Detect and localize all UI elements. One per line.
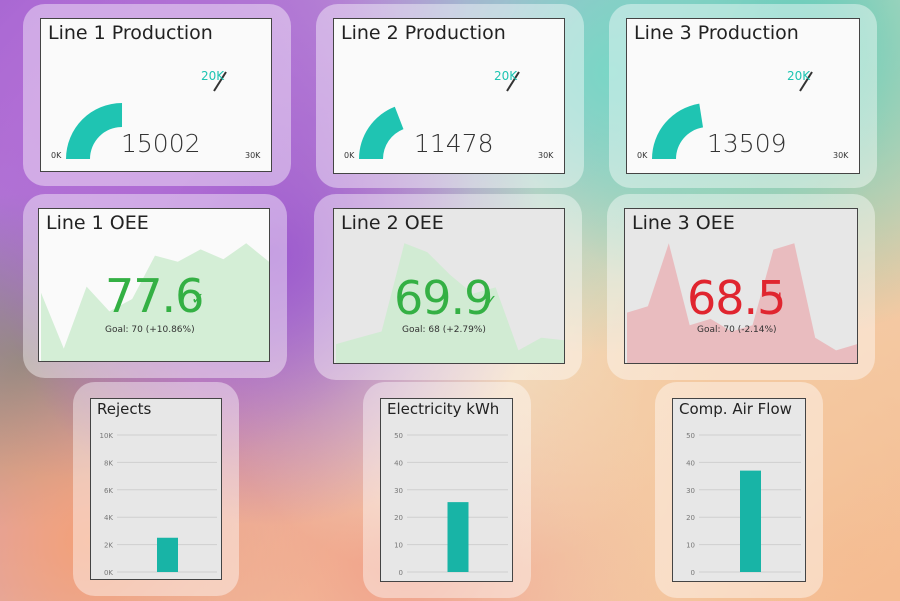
y-tick-label: 0K <box>104 569 113 577</box>
bar-chart-card[interactable]: 10K 8K 6K 4K 2K 0K Rejects <box>90 398 222 580</box>
oee-kpi-card[interactable]: Line 2 OEE 69.9 ✓ Goal: 68 (+2.79%) <box>333 208 565 364</box>
gauge-target-marker <box>506 71 520 92</box>
card-title: Line 3 OEE <box>632 212 735 234</box>
trend-area-chart <box>627 243 857 363</box>
card-title: Comp. Air Flow <box>679 400 792 418</box>
y-tick-label: 2K <box>104 542 113 550</box>
y-tick-label: 30 <box>686 487 695 495</box>
gauge-value: 11478 <box>414 129 494 158</box>
gauge-max-label: 30K <box>538 151 554 160</box>
bar-chart-card[interactable]: 50 40 30 20 10 0 Electricity kWh <box>380 398 513 582</box>
kpi-value: 69.9 <box>394 271 493 325</box>
bar[interactable] <box>740 470 761 572</box>
y-tick-label: 30 <box>394 487 403 495</box>
y-tick-label: 10 <box>394 542 403 550</box>
kpi-goal: Goal: 68 (+2.79%) <box>402 325 486 335</box>
gauge-chart <box>66 71 227 159</box>
bar-chart: 50 40 30 20 10 0 <box>686 432 801 577</box>
production-gauge-card[interactable]: Line 1 Production 15002 0K 30K 20K <box>40 18 272 172</box>
y-tick-label: 6K <box>104 487 113 495</box>
card-title: Line 3 Production <box>634 22 799 44</box>
y-tick-label: 8K <box>104 459 113 467</box>
gauge-max-label: 30K <box>833 151 849 160</box>
kpi-goal: Goal: 70 (-2.14%) <box>697 325 777 335</box>
production-gauge-card[interactable]: Line 2 Production 11478 0K 30K 20K <box>333 18 565 174</box>
card-title: Electricity kWh <box>387 400 500 418</box>
gauge-min-label: 0K <box>344 151 355 160</box>
exclamation-icon: ! <box>777 291 783 307</box>
y-tick-label: 20 <box>394 514 403 522</box>
gauge-target-marker <box>213 71 227 92</box>
oee-kpi-card[interactable]: Line 1 OEE 77.6 ✓ Goal: 70 (+10.86%) <box>38 208 270 362</box>
kpi-goal: Goal: 70 (+10.86%) <box>105 325 195 335</box>
oee-kpi-card[interactable]: Line 3 OEE 68.5 ! Goal: 70 (-2.14%) <box>624 208 858 364</box>
gauge-chart <box>359 71 520 159</box>
card-title: Line 2 Production <box>341 22 506 44</box>
trend-area <box>336 243 564 363</box>
y-tick-label: 0 <box>691 569 695 577</box>
gauge-value: 15002 <box>121 129 201 158</box>
y-tick-label: 10K <box>100 432 114 440</box>
kpi-value: 77.6 <box>105 269 204 323</box>
gauge-max-label: 30K <box>245 151 261 160</box>
y-tick-label: 4K <box>104 514 113 522</box>
production-gauge-card[interactable]: Line 3 Production 13509 0K 30K 20K <box>626 18 860 174</box>
y-tick-label: 40 <box>686 459 695 467</box>
y-tick-label: 50 <box>686 432 695 440</box>
y-tick-label: 40 <box>394 459 403 467</box>
gauge-fill-arc <box>652 103 704 159</box>
card-title: Line 1 OEE <box>46 212 149 234</box>
y-tick-label: 0 <box>399 569 403 577</box>
gauge-target-label: 20K <box>787 69 811 83</box>
trend-area-chart <box>336 243 564 363</box>
gauge-target-marker <box>799 71 813 92</box>
card-title: Line 1 Production <box>48 22 213 44</box>
gauge-min-label: 0K <box>637 151 648 160</box>
bar-chart: 50 40 30 20 10 0 <box>394 432 508 577</box>
gauge-value: 13509 <box>707 129 787 158</box>
gauge-min-label: 0K <box>51 151 62 160</box>
bar-chart: 10K 8K 6K 4K 2K 0K <box>100 432 217 577</box>
y-tick-label: 20 <box>686 514 695 522</box>
trend-area <box>41 243 269 361</box>
y-tick-label: 50 <box>394 432 403 440</box>
trend-area-chart <box>41 243 269 361</box>
gauge-target-label: 20K <box>494 69 518 83</box>
check-icon: ✓ <box>484 291 498 310</box>
bar[interactable] <box>157 537 178 572</box>
gauge-fill-arc <box>359 106 404 159</box>
bar-chart-card[interactable]: 50 40 30 20 10 0 Comp. Air Flow <box>672 398 806 582</box>
trend-area <box>627 243 857 363</box>
kpi-value: 68.5 <box>687 271 786 325</box>
check-icon: ✓ <box>191 289 205 308</box>
bar[interactable] <box>447 502 469 572</box>
gauge-fill-arc <box>66 103 123 159</box>
gauge-target-label: 20K <box>201 69 225 83</box>
card-title: Rejects <box>97 400 152 418</box>
y-tick-label: 10 <box>686 542 695 550</box>
card-title: Line 2 OEE <box>341 212 444 234</box>
gauge-chart <box>652 71 813 159</box>
